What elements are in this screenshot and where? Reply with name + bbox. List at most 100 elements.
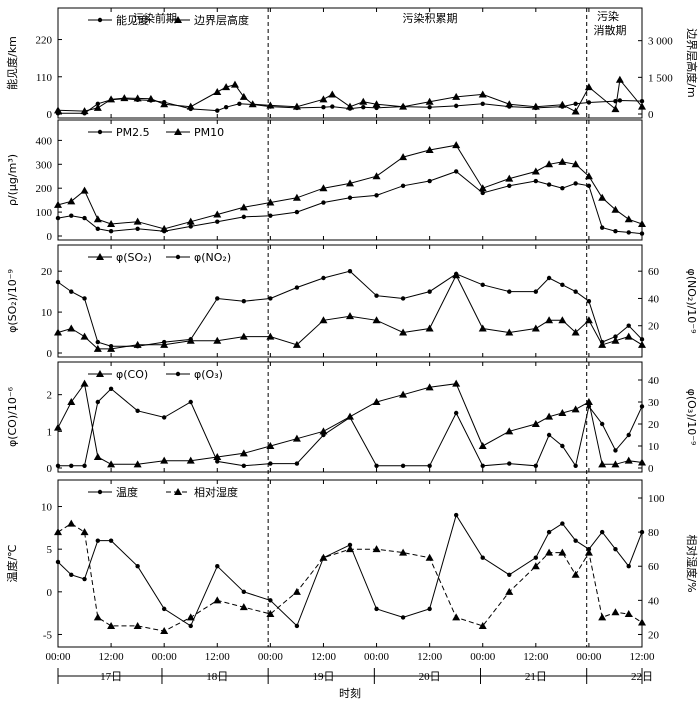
data-point <box>82 463 87 468</box>
y-tick-label: 0 <box>47 231 53 243</box>
y-tick-label: 0 <box>47 587 53 599</box>
data-point <box>93 215 102 223</box>
series-line-4-1 <box>57 523 643 632</box>
data-point <box>82 296 87 301</box>
data-point <box>347 415 353 420</box>
data-point <box>107 344 116 352</box>
data-point <box>571 160 580 168</box>
data-point <box>294 285 300 290</box>
data-point <box>425 383 434 391</box>
panel-frame <box>57 119 643 241</box>
data-point <box>613 229 618 234</box>
x-tick-label: 12:00 <box>417 651 443 663</box>
data-point <box>427 289 432 294</box>
data-point <box>215 108 220 113</box>
data-point <box>292 102 301 110</box>
legend-label: 能见度 <box>116 13 149 27</box>
data-point <box>292 434 301 442</box>
x-tick-label: 00:00 <box>364 651 390 663</box>
data-point <box>108 386 114 391</box>
data-point <box>586 100 592 105</box>
data-point <box>400 183 406 189</box>
data-point <box>67 324 76 332</box>
data-point <box>507 183 512 189</box>
phase-label-dispersal-2: 消散期 <box>594 23 627 37</box>
data-point <box>161 339 167 345</box>
data-point <box>266 198 275 206</box>
x-tick-label: 12:00 <box>99 651 125 663</box>
data-point <box>478 621 487 629</box>
data-point <box>319 427 328 435</box>
data-point <box>452 92 461 100</box>
data-point <box>584 316 593 324</box>
series-line-2-0 <box>57 274 643 350</box>
data-point <box>95 226 101 232</box>
data-point <box>560 282 565 288</box>
x-axis-title: 时刻 <box>339 686 361 700</box>
data-point <box>374 463 379 468</box>
data-point <box>400 615 406 620</box>
data-point <box>626 432 631 438</box>
data-point <box>571 405 580 413</box>
data-point <box>69 572 74 577</box>
legend-label: φ(O₃) <box>194 368 223 381</box>
data-point <box>598 460 607 468</box>
data-point <box>399 328 408 336</box>
phase-label-dispersal-1: 污染 <box>597 9 619 23</box>
data-point <box>573 101 578 107</box>
data-point <box>186 102 195 110</box>
data-point <box>321 275 326 281</box>
data-point <box>55 559 61 565</box>
data-point <box>545 412 554 420</box>
data-point <box>215 459 220 464</box>
data-point <box>480 282 485 288</box>
legend-label: φ(CO) <box>116 368 148 381</box>
legend-marker <box>175 254 181 260</box>
data-point <box>186 217 195 225</box>
data-point <box>319 184 328 192</box>
data-point <box>478 184 487 192</box>
y-tick-label: 0 <box>47 348 53 360</box>
x-tick-label: 12:00 <box>205 651 231 663</box>
y-tick-label: 100 <box>36 207 53 219</box>
data-point <box>505 427 514 435</box>
data-point <box>82 215 87 221</box>
data-point <box>69 213 74 218</box>
data-point <box>95 399 101 405</box>
y-right-tick-label: 3 000 <box>648 36 673 48</box>
data-point <box>425 553 434 561</box>
y-tick-label: 200 <box>36 183 53 195</box>
data-point <box>558 409 567 416</box>
legend-marker <box>97 17 103 23</box>
data-point <box>67 519 76 527</box>
data-point <box>545 160 554 168</box>
data-point <box>427 606 432 612</box>
data-point <box>294 461 300 466</box>
data-point <box>292 193 301 201</box>
data-point <box>624 456 633 464</box>
data-point <box>213 88 222 95</box>
x-tick-label: 00:00 <box>576 651 602 663</box>
data-point <box>505 328 514 336</box>
data-point <box>266 101 275 109</box>
data-point <box>638 618 646 626</box>
legend-label: φ(SO₂) <box>116 251 152 264</box>
data-point <box>615 75 624 83</box>
data-point <box>586 183 592 189</box>
data-point <box>294 209 300 215</box>
data-point <box>453 410 459 416</box>
data-point <box>611 460 620 468</box>
data-point <box>95 101 101 107</box>
data-point <box>599 339 605 345</box>
data-point <box>480 101 485 107</box>
day-label: 22日 <box>631 671 653 683</box>
data-point <box>626 230 631 235</box>
data-point <box>531 420 540 427</box>
data-point <box>321 105 326 110</box>
data-point <box>598 340 607 348</box>
x-tick-label: 00:00 <box>470 651 496 663</box>
y-tick-label: 2 <box>47 390 53 402</box>
y-tick-label: 0 <box>47 463 53 475</box>
y-tick-label: 1 <box>47 426 53 438</box>
